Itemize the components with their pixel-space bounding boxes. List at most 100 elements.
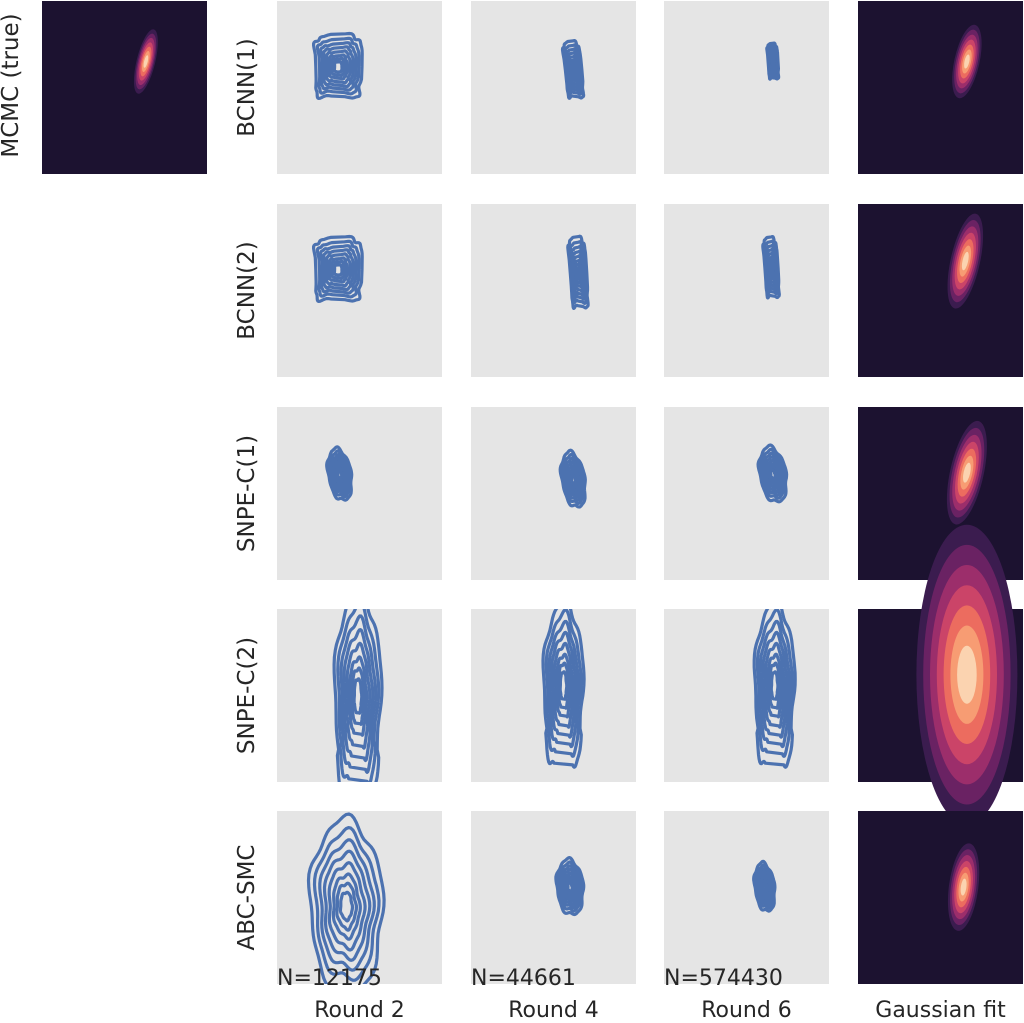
- panel-r4-c0: [277, 811, 442, 984]
- gaussian-fit-panel-r0-background: [858, 1, 1023, 174]
- gaussian-fit-panel-r2-level-7: [962, 462, 971, 483]
- panel-r3-c1-contour-0: [541, 609, 586, 769]
- panel-r3-c0-background: [277, 609, 442, 782]
- panel-r3-c0: [277, 609, 442, 782]
- panel-r4-c0-contour-0: [306, 812, 386, 984]
- panel-r3-c1-contour-7: [558, 670, 569, 701]
- panel-r1-c0-contour-3: [322, 248, 355, 292]
- panel-r2-c1-contour-7: [569, 473, 577, 486]
- panel-r4-c2-background: [664, 811, 829, 984]
- panel-r4-c0-contour-7: [338, 890, 355, 923]
- panel-r4-c1-contour-0: [554, 856, 586, 917]
- gaussian-fit-panel-r0: [858, 1, 1023, 174]
- panel-r1-c1: [471, 204, 636, 377]
- panel-r1-c2: [664, 204, 829, 377]
- panel-r1-c0-contour-7: [332, 263, 344, 277]
- panel-r2-c2-background: [664, 407, 829, 580]
- gaussian-fit-panel-r1-level-7: [961, 251, 969, 271]
- panel-r3-c0-contour-7: [352, 677, 364, 715]
- reference-row-label: MCMC (true): [0, 13, 24, 157]
- panel-r3-c2-contour-0: [752, 609, 797, 769]
- column-label-1: Round 4: [508, 998, 599, 1023]
- gaussian-fit-panel-r4: [858, 811, 1023, 984]
- panel-r0-c1: [471, 1, 636, 174]
- panel-r4-c2: [664, 811, 829, 984]
- simulation-count-2: N=574430: [664, 966, 783, 991]
- column-label-3: Gaussian fit: [875, 998, 1006, 1023]
- gaussian-fit-panel-r3-level-7: [957, 645, 977, 704]
- panel-r0-c0-contour-1: [315, 36, 361, 96]
- panel-r1-c2-background: [664, 204, 829, 377]
- column-label-0: Round 2: [314, 998, 405, 1023]
- reference-panel: [42, 1, 207, 174]
- column-label-2: Round 6: [701, 998, 792, 1023]
- panel-r0-c0-contour-2: [319, 41, 358, 92]
- panel-r3-c1-contour-5: [554, 652, 573, 719]
- panel-r2-c1-contour-0: [558, 448, 587, 509]
- row-label-2: SNPE-C(1): [234, 435, 260, 552]
- panel-r3-c2-contour-5: [765, 652, 784, 719]
- panel-r3-c2-contour-6: [767, 661, 782, 710]
- panel-r2-c2: [664, 407, 829, 580]
- panel-r3-c2-contour-3: [761, 630, 789, 739]
- panel-r3-c2-contour-1: [755, 609, 794, 758]
- panel-r1-c0-contour-0: [312, 234, 364, 303]
- panel-r1-c0-contour-5: [327, 256, 349, 284]
- reference-panel-level-7: [143, 55, 149, 68]
- panel-r4-c0-contour-6: [335, 881, 358, 932]
- panel-r1-c0-contour-6: [330, 259, 347, 280]
- panel-r0-c0-contour-6: [330, 56, 347, 77]
- panel-r3-c0-contour-3: [342, 628, 375, 763]
- simulation-count-0: N=12175: [277, 966, 382, 991]
- panel-r1-c1-contour-7: [575, 266, 582, 281]
- panel-r2-c0-contour-7: [336, 468, 344, 481]
- panel-r1-c0-contour-4: [325, 252, 352, 288]
- panel-r2-c0-background: [277, 407, 442, 580]
- panel-r0-c0-contour-5: [327, 53, 349, 81]
- panel-r2-c0: [277, 407, 442, 580]
- simulation-count-1: N=44661: [471, 966, 576, 991]
- panel-r3-c1-contour-1: [544, 609, 583, 758]
- panel-r3-c0-contour-6: [350, 666, 366, 726]
- row-label-1: BCNN(2): [234, 241, 260, 339]
- panel-r0-c0-contour-4: [325, 49, 352, 85]
- panel-r3-c1-contour-6: [556, 661, 571, 710]
- panel-r0-c0: [277, 1, 442, 174]
- panel-r3-c1-contour-4: [552, 641, 576, 729]
- row-label-4: ABC-SMC: [234, 845, 260, 951]
- panel-r1-c0-contour-1: [315, 239, 361, 299]
- gaussian-fit-panel-r0-level-7: [964, 54, 970, 69]
- panel-r2-c2-contour-7: [769, 468, 777, 481]
- panel-r1-c0-contour-2: [319, 244, 358, 295]
- panel-r0-c2-contour-7: [770, 57, 776, 67]
- panel-r1-c2-contour-7: [768, 261, 775, 275]
- panel-r0-c1-contour-7: [570, 64, 577, 77]
- panel-r4-c0-contour-4: [327, 861, 367, 952]
- panel-r4-c0-contour-1: [312, 826, 381, 982]
- panel-r0-c2: [664, 1, 829, 174]
- panel-r2-c2-contour-0: [756, 443, 789, 504]
- panel-r1-c1-background: [471, 204, 636, 377]
- panel-r3-c1-contour-2: [547, 619, 581, 749]
- panel-r3-c2-contour-7: [769, 670, 780, 701]
- gaussian-fit-panel-r4-background: [858, 811, 1023, 984]
- panel-r4-c0-contour-3: [322, 849, 372, 962]
- panel-r4-c1-contour-1: [556, 860, 584, 913]
- panel-r3-c1: [471, 609, 636, 782]
- panel-r2-c0-contour-0: [325, 445, 354, 502]
- gaussian-fit-panel-r1: [858, 204, 1023, 377]
- panel-r3-c0-contour-1: [336, 609, 381, 782]
- panel-r4-c0-contour-2: [318, 838, 376, 972]
- panel-r0-c0-contour-3: [322, 45, 355, 89]
- gaussian-fit-panel-r4-level-7: [960, 878, 967, 896]
- panel-r4-c1-contour-7: [566, 881, 574, 894]
- panel-r3-c2-contour-2: [758, 619, 792, 749]
- panel-r2-c1: [471, 407, 636, 580]
- panel-r3-c1-contour-3: [550, 630, 578, 739]
- panel-r3-c2-contour-4: [763, 641, 787, 729]
- panel-r4-c0-contour-5: [331, 872, 362, 941]
- panel-r3-c2: [664, 609, 829, 782]
- panel-r4-c1-background: [471, 811, 636, 984]
- panel-r4-c2-contour-7: [761, 881, 768, 893]
